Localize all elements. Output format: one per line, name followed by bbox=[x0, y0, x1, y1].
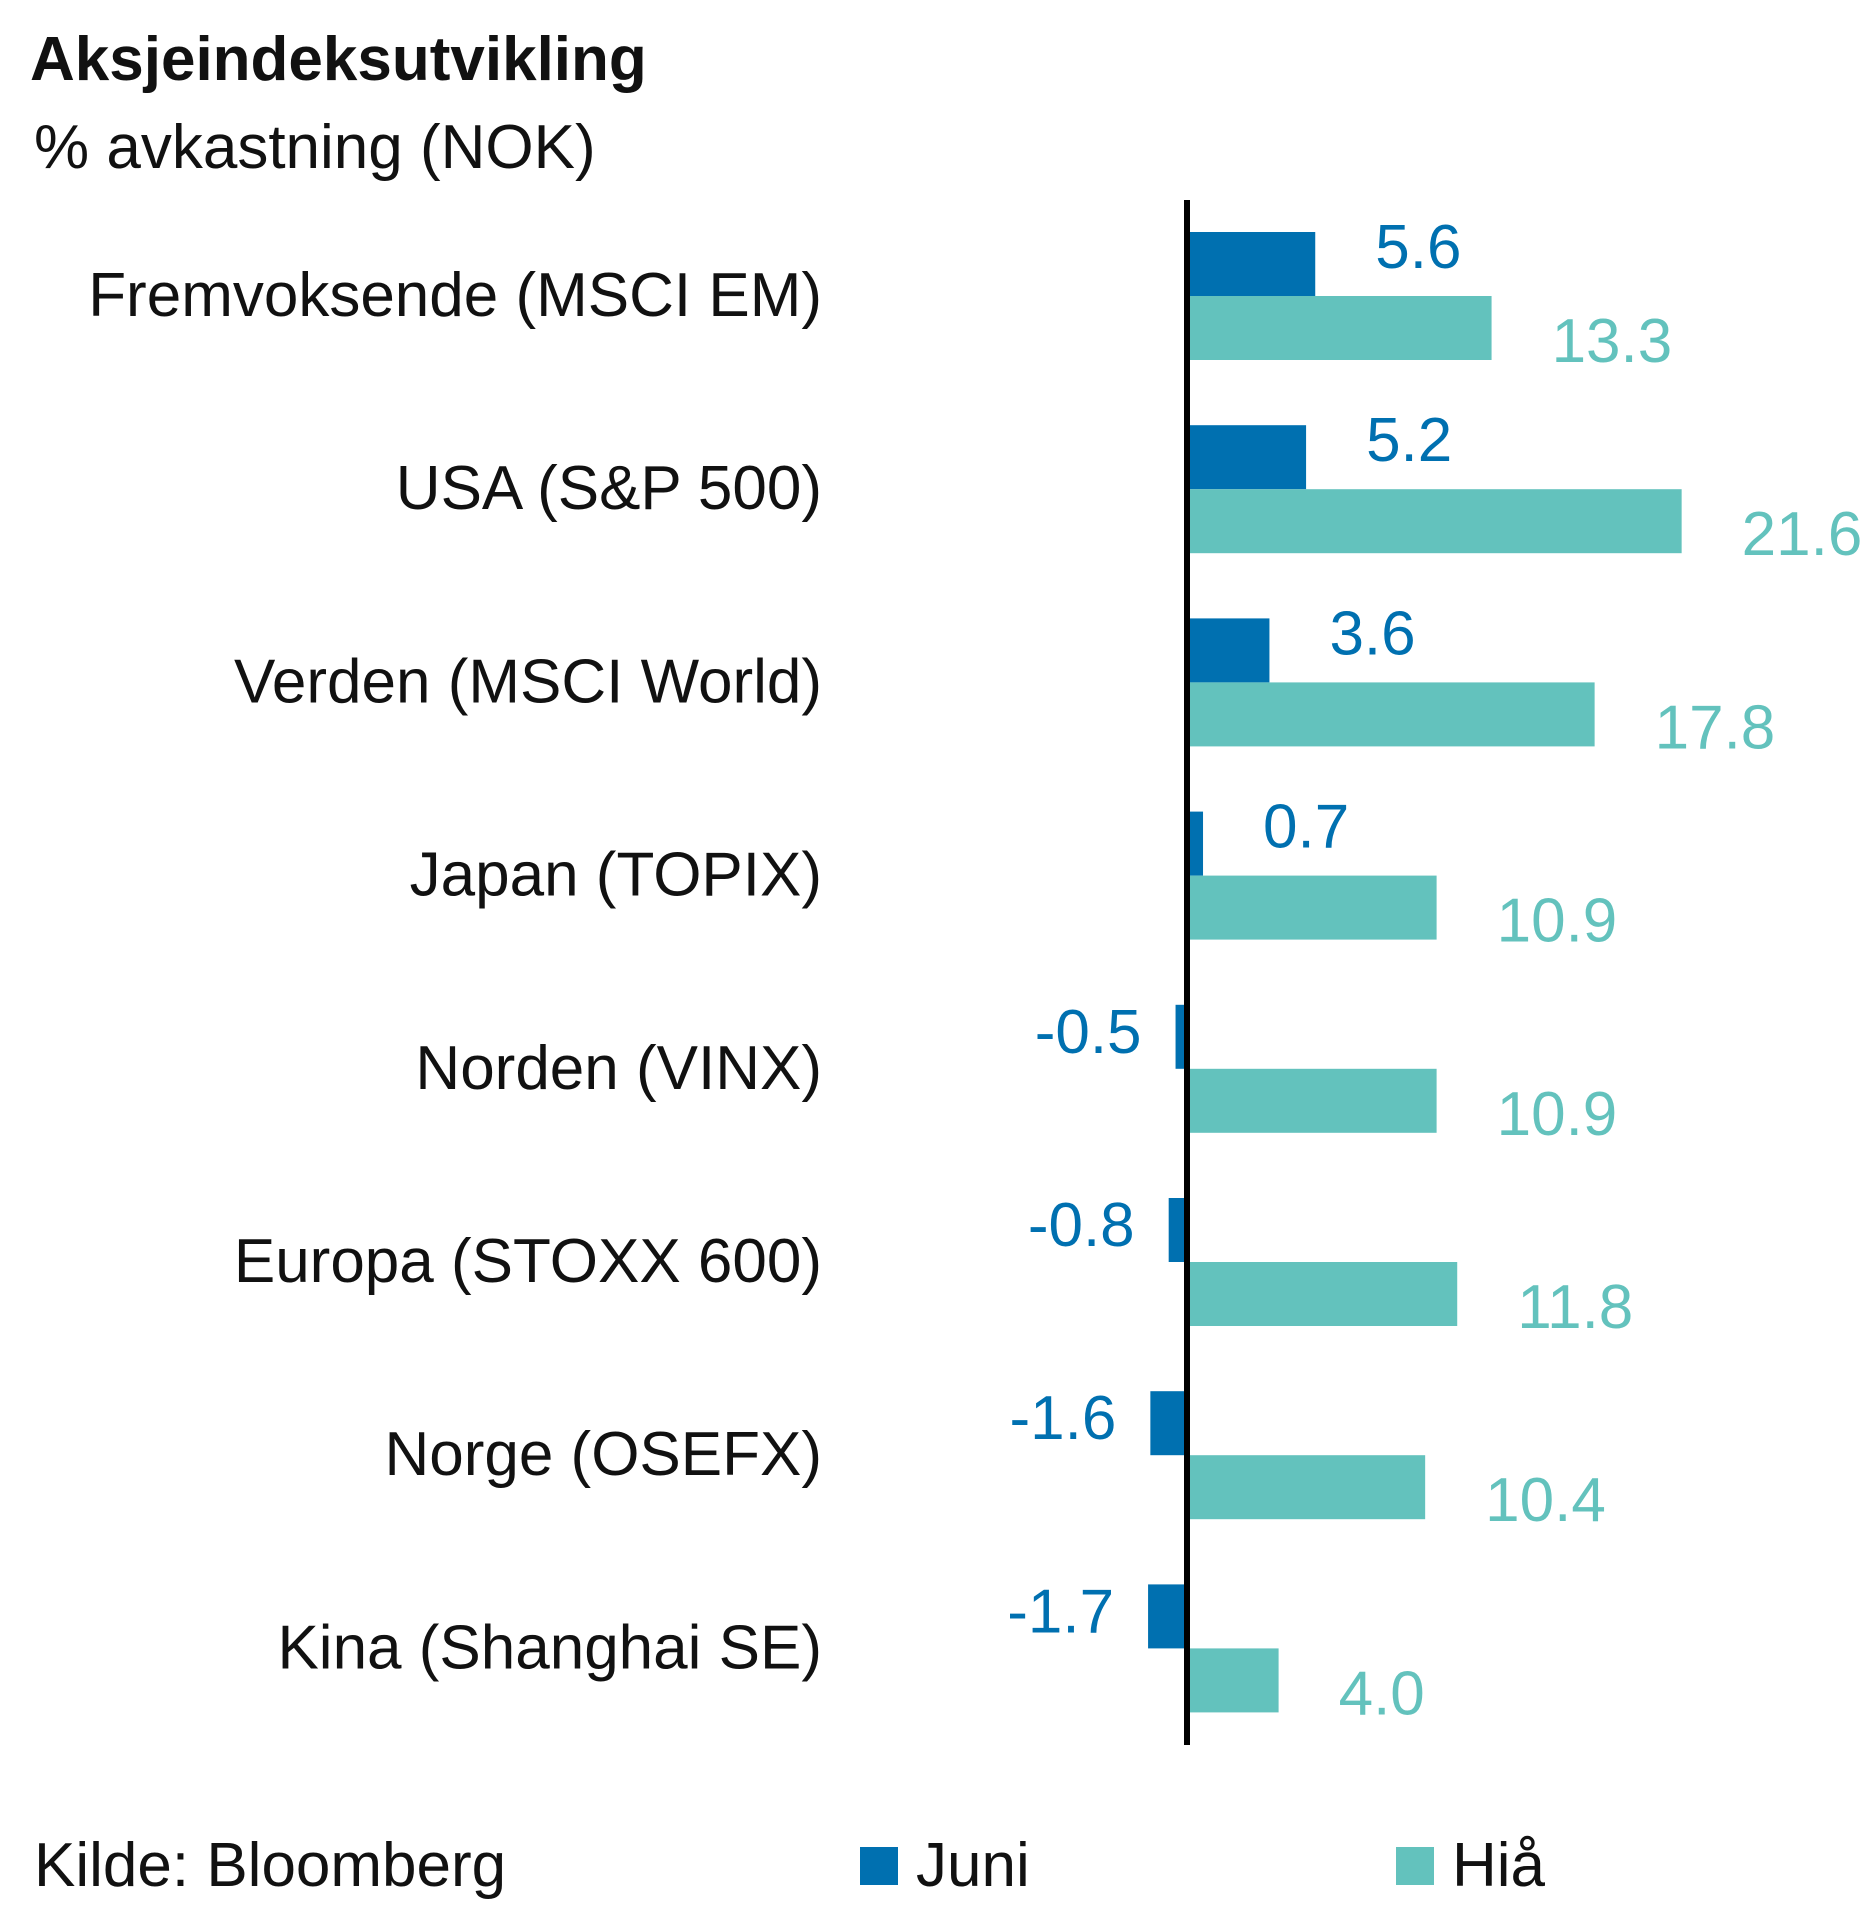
bar-hia bbox=[1187, 1648, 1279, 1713]
category-label: Norden (VINX) bbox=[415, 1034, 822, 1103]
data-label: 3.6 bbox=[1329, 599, 1415, 668]
category-label: Europa (STOXX 600) bbox=[234, 1227, 822, 1296]
category-label: Japan (TOPIX) bbox=[410, 841, 822, 910]
data-label: 5.6 bbox=[1375, 213, 1461, 282]
data-label: 11.8 bbox=[1517, 1273, 1633, 1342]
data-label: 10.4 bbox=[1485, 1466, 1606, 1535]
legend-label-hia: Hiå bbox=[1452, 1831, 1546, 1900]
bar-hia bbox=[1187, 875, 1437, 940]
data-label: 5.2 bbox=[1366, 406, 1452, 475]
bar-hia bbox=[1187, 1068, 1437, 1133]
bar-juni bbox=[1187, 425, 1307, 490]
bar-juni bbox=[1150, 1391, 1187, 1456]
data-label: 13.3 bbox=[1552, 307, 1673, 376]
bar-juni bbox=[1148, 1584, 1187, 1649]
legend-label-juni: Juni bbox=[916, 1831, 1030, 1900]
bar-hia bbox=[1187, 682, 1595, 747]
legend-swatch-juni bbox=[860, 1846, 898, 1885]
data-label: 17.8 bbox=[1655, 693, 1776, 762]
data-label: -0.8 bbox=[1028, 1191, 1135, 1260]
category-label: Verden (MSCI World) bbox=[234, 647, 822, 716]
bar-juni bbox=[1175, 1004, 1187, 1069]
category-label: Fremvoksende (MSCI EM) bbox=[88, 261, 822, 330]
bar-juni bbox=[1187, 811, 1204, 876]
source-note: Kilde: Bloomberg bbox=[34, 1831, 507, 1900]
data-label: -1.7 bbox=[1007, 1577, 1114, 1646]
data-label: -0.5 bbox=[1035, 998, 1142, 1067]
data-label: 0.7 bbox=[1263, 793, 1349, 862]
category-label: Norge (OSEFX) bbox=[384, 1420, 822, 1489]
bar-hia bbox=[1187, 489, 1682, 554]
bar-hia bbox=[1187, 1262, 1458, 1326]
category-label: USA (S&P 500) bbox=[396, 454, 822, 523]
bar-juni bbox=[1187, 232, 1316, 296]
chart-title: Aksjeindeksutvikling bbox=[30, 25, 647, 94]
data-label: -1.6 bbox=[1010, 1384, 1117, 1453]
legend-swatch-hia bbox=[1396, 1846, 1434, 1885]
bar-hia bbox=[1187, 296, 1492, 360]
data-label: 10.9 bbox=[1497, 1080, 1618, 1149]
data-label: 21.6 bbox=[1742, 500, 1863, 569]
legend-item-juni: Juni bbox=[860, 1830, 1030, 1901]
legend-item-hia: Hiå bbox=[1396, 1830, 1545, 1901]
data-label: 4.0 bbox=[1339, 1659, 1425, 1728]
category-label: Kina (Shanghai SE) bbox=[277, 1613, 822, 1682]
data-label: 10.9 bbox=[1497, 887, 1618, 956]
bar-juni bbox=[1187, 618, 1270, 683]
bar-juni bbox=[1168, 1198, 1187, 1262]
chart-subtitle: % avkastning (NOK) bbox=[34, 113, 596, 182]
bar-hia bbox=[1187, 1455, 1426, 1520]
